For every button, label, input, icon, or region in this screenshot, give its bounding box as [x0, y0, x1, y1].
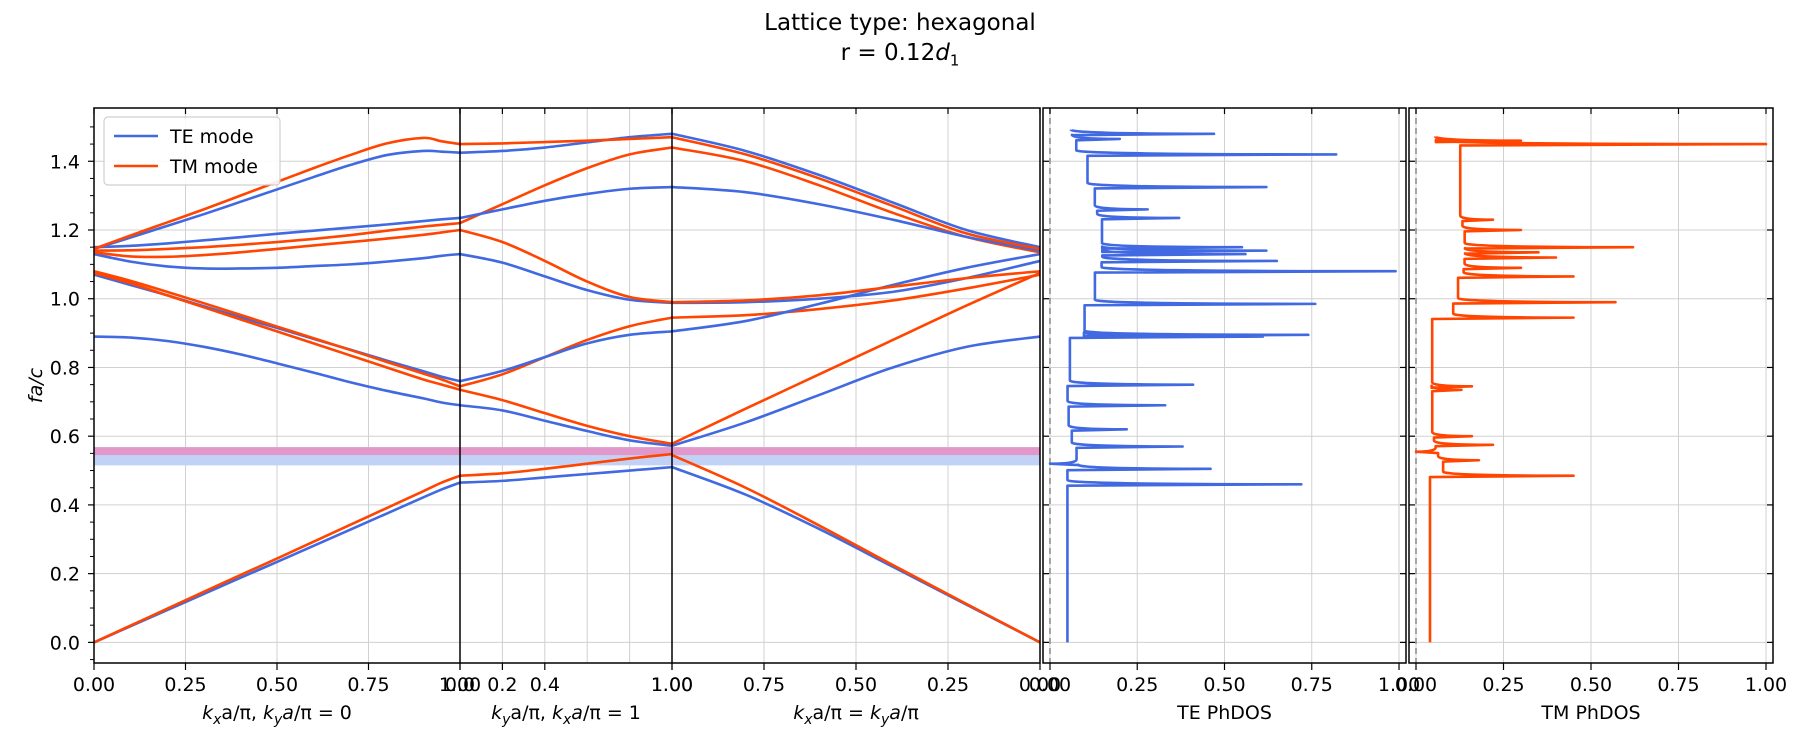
band-line-tm: [459, 146, 673, 225]
x-tick-label: 1.00: [439, 674, 481, 696]
band-line-te: [671, 335, 1041, 448]
band-line-tm: [93, 221, 461, 252]
x-tick-label: 0.00: [1029, 674, 1071, 696]
x-tick-label: 0.2: [487, 674, 517, 696]
band-line-te: [459, 330, 673, 383]
band-line-te: [671, 132, 1041, 249]
y-axis-label: fa/c: [25, 367, 47, 403]
chart-title: Lattice type: hexagonal r = 0.12d1: [0, 8, 1800, 76]
band-line-te: [671, 185, 1041, 252]
x-axis-label: TM PhDOS: [1540, 702, 1640, 724]
title-line-1: Lattice type: hexagonal: [764, 10, 1036, 36]
band-line-tm: [671, 453, 1041, 644]
grid: [93, 108, 1773, 663]
y-tick-label: 1.4: [50, 151, 80, 173]
title-sub: 1: [949, 51, 960, 70]
x-axis-label: kya/π, kxa/π = 1: [491, 702, 641, 728]
band-line-tm: [459, 316, 673, 388]
x-tick-label: 1.00: [1378, 674, 1420, 696]
band-line-te: [459, 132, 673, 154]
band-line-tm: [671, 273, 1041, 319]
band-line-te: [459, 252, 673, 305]
x-tick-label: 0.50: [1203, 674, 1245, 696]
band-line-te: [93, 149, 461, 251]
x-tick-label: 0.25: [1116, 674, 1158, 696]
band-line-te: [93, 252, 461, 270]
x-tick-label: 0.00: [1019, 674, 1061, 696]
band-line-te: [93, 335, 461, 407]
x-tick-label: 0.00: [73, 674, 115, 696]
x-tick-label: 0.25: [164, 674, 206, 696]
x-tick-label: 0.0: [445, 674, 475, 696]
x-axis-label: kxa/π = kya/π: [793, 702, 919, 728]
x-axis-label: TE PhDOS: [1176, 702, 1272, 724]
y-tick-label: 0.2: [50, 564, 80, 586]
band-line-tm: [459, 388, 673, 446]
x-tick-label: 0.75: [347, 674, 389, 696]
y-tick-label: 1.2: [50, 220, 80, 242]
phdos-curve-tm: [1414, 135, 1768, 643]
band-line-tm: [93, 474, 461, 644]
x-tick-label: 0.75: [743, 674, 785, 696]
x-tick-label: 0.50: [1570, 674, 1612, 696]
x-tick-label: 0.00: [1395, 674, 1437, 696]
y-tick-label: 1.0: [50, 289, 80, 311]
y-tick-label: 0.8: [50, 357, 80, 379]
x-tick-label: 0.25: [1482, 674, 1524, 696]
x-tick-label: 0.75: [1657, 674, 1699, 696]
band-line-te: [459, 185, 673, 220]
title-line-2: r = 0.12d1: [0, 38, 1800, 76]
legend: TE mode TM mode: [103, 116, 281, 186]
x-tick-label: 0.25: [927, 674, 969, 696]
legend-label: TE mode: [169, 126, 254, 148]
legend-box: [103, 116, 281, 186]
band-line-tm: [93, 269, 461, 388]
x-tick-label: 0.50: [835, 674, 877, 696]
band-line-te: [93, 216, 461, 249]
x-tick-label: 0.4: [530, 674, 560, 696]
band-line-tm: [93, 228, 461, 259]
band-line-tm: [671, 269, 1041, 304]
band-line-tm: [459, 452, 673, 478]
axes-frame: [93, 107, 1041, 664]
band-line-tm: [459, 135, 673, 146]
band-line-tm: [671, 135, 1041, 251]
bandgap-tm: [94, 447, 1040, 456]
title-prefix: r = 0.12: [840, 40, 936, 66]
band-line-tm: [93, 136, 461, 251]
title-var: d: [935, 40, 950, 66]
x-tick-label: 0.75: [1291, 674, 1333, 696]
phdos-curve-te: [1048, 128, 1397, 643]
x-tick-label: 0.50: [256, 674, 298, 696]
y-tick-label: 0.4: [50, 495, 80, 517]
band-line-tm: [671, 271, 1041, 445]
x-axis-label: kxa/π, kya/π = 0: [202, 702, 352, 728]
band-line-te: [459, 403, 673, 448]
x-tick-label: 1.00: [1745, 674, 1787, 696]
band-line-tm: [93, 271, 461, 392]
band-line-te: [459, 465, 673, 484]
band-line-tm: [459, 228, 673, 304]
x-tick-label: 1.00: [651, 674, 693, 696]
y-tick-label: 0.6: [50, 426, 80, 448]
x-tick-label: 1.00: [651, 674, 693, 696]
y-tick-label: 0.0: [50, 632, 80, 654]
legend-label: TM mode: [169, 156, 258, 178]
band-line-te: [671, 252, 1041, 333]
